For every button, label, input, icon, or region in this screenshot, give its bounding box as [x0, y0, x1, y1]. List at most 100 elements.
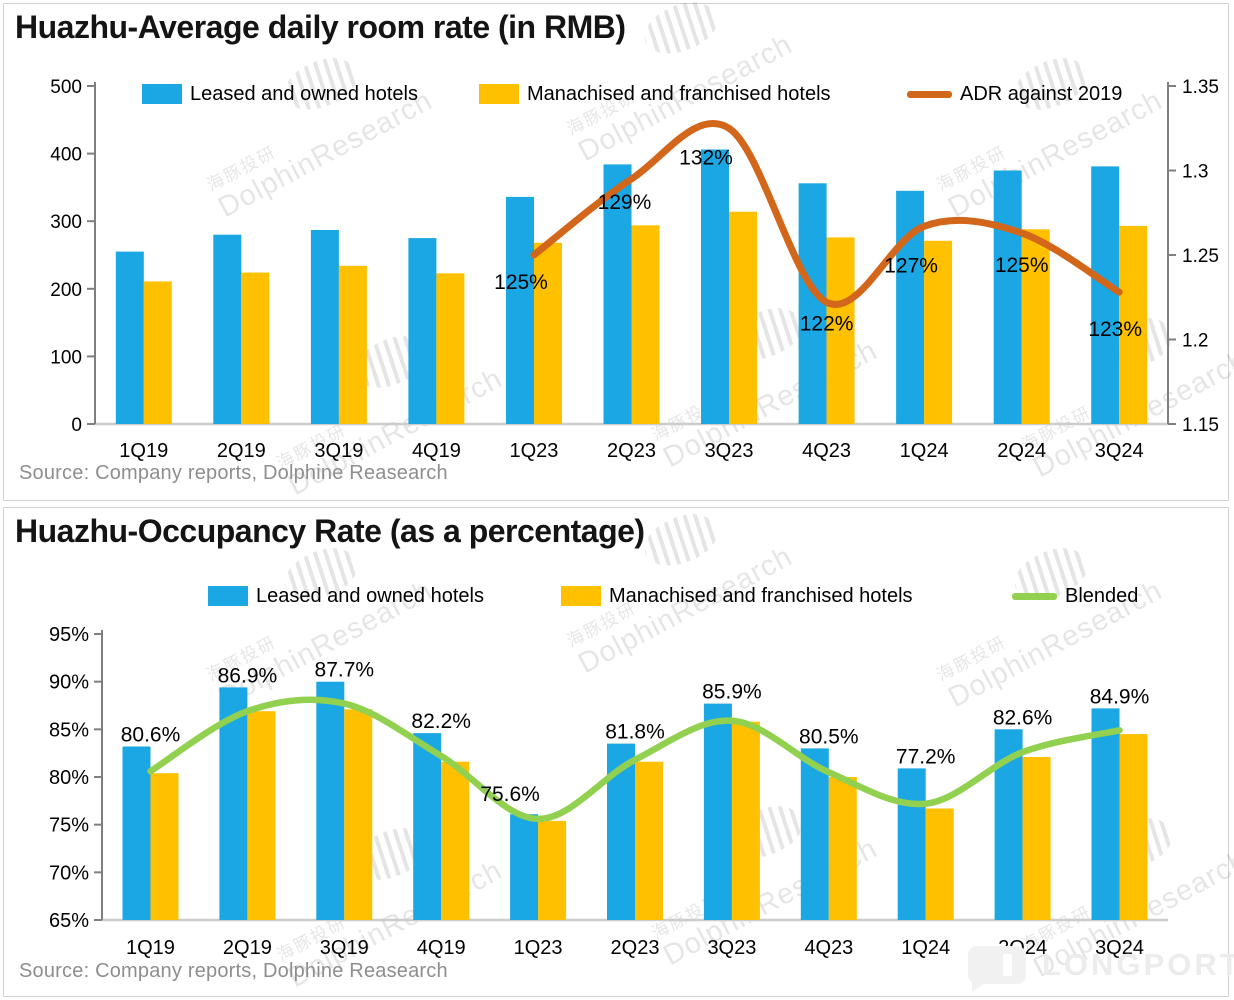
legend-item-bar-1: Manachised and franchised hotels [479, 82, 831, 106]
legend-item-line-2: ADR against 2019 [907, 82, 1122, 106]
left-axis-tick-label: 80% [49, 767, 89, 789]
category-label: 1Q23 [514, 937, 563, 959]
occupancy-chart: 65% 70% 75% 80% 85% 90% 95% 1Q19 2Q19 3Q19 4Q19 1Q2… [49, 624, 1168, 959]
data-label: 85.9% [702, 681, 762, 704]
bar [241, 272, 270, 424]
bar [1091, 166, 1120, 424]
bar [143, 281, 172, 424]
right-axis-tick-label: 1.25 [1182, 246, 1219, 267]
data-label: 125% [995, 254, 1049, 277]
data-label: 86.9% [218, 664, 278, 687]
adr-source-text: Source: Company reports, Dolphine Reasea… [19, 462, 448, 484]
left-axis-tick-label: 100 [50, 347, 82, 368]
category-label: 3Q24 [1095, 937, 1144, 959]
data-label: 127% [884, 254, 938, 277]
bar [534, 242, 562, 424]
longport-logo-text: LONGPORT [1042, 947, 1234, 982]
legend-line-swatch [907, 90, 952, 98]
bar [603, 164, 632, 424]
right-axis-tick-label: 1.3 [1182, 162, 1208, 183]
category-label: 1Q19 [126, 937, 175, 959]
legend-label: Manachised and franchised hotels [609, 584, 913, 607]
category-label: 4Q23 [804, 937, 853, 959]
data-label: 81.8% [605, 721, 665, 744]
data-label: 80.5% [799, 725, 859, 748]
category-label: 4Q19 [417, 937, 466, 959]
data-label: 87.7% [315, 659, 375, 682]
occupancy-chart-title: Huazhu-Occupancy Rate (as a percentage) [15, 513, 645, 549]
bar [247, 711, 276, 920]
bar-series-manachised [143, 211, 1148, 424]
bar [703, 703, 732, 920]
adr-chart-title: Huazhu-Average daily room rate (in RMB) [15, 9, 626, 45]
category-label: 2Q23 [607, 440, 656, 462]
bar [441, 761, 470, 920]
bar [924, 240, 953, 424]
left-axis-tick-label: 75% [49, 815, 89, 837]
data-label: 77.2% [896, 745, 956, 768]
data-label: 125% [494, 271, 548, 294]
bar [826, 237, 855, 424]
left-axis-tick-label: 200 [50, 280, 82, 301]
legend-label: Manachised and franchised hotels [527, 82, 831, 105]
legend-color-swatch [142, 84, 182, 104]
bar [538, 820, 567, 920]
bar [828, 777, 857, 920]
bar [1119, 225, 1148, 424]
legend-item-bar-1: Manachised and franchised hotels [561, 584, 913, 608]
adr-chart: 0 100 200 300 400 500 1.15 1.2 1.25 1.3 1.35 1Q19 2Q… [50, 77, 1219, 462]
bar [897, 768, 926, 920]
bar [344, 709, 373, 920]
legend-item-bar-0: Leased and owned hotels [208, 584, 484, 608]
left-axis-tick-label: 65% [49, 910, 89, 932]
legend-label: Leased and owned hotels [256, 584, 484, 607]
bar [800, 748, 829, 920]
legend-label: Leased and owned hotels [190, 82, 418, 105]
data-label: 123% [1088, 318, 1142, 341]
left-axis-tick-label: 70% [49, 862, 89, 884]
category-label: 2Q23 [611, 937, 660, 959]
legend-item-line-2: Blended [1012, 584, 1138, 608]
category-label: 2Q19 [217, 440, 266, 462]
bar [729, 211, 757, 424]
bar [1119, 734, 1148, 920]
legend-line-swatch [1012, 592, 1057, 600]
right-axis-tick-label: 1.2 [1182, 331, 1208, 352]
bar [408, 238, 437, 424]
legend-color-swatch [479, 84, 519, 104]
bar [631, 225, 660, 424]
bar [316, 681, 345, 920]
bar [798, 183, 827, 424]
bar [413, 733, 442, 920]
bar [122, 746, 151, 920]
category-label: 3Q23 [707, 937, 756, 959]
bar [510, 814, 539, 920]
bar [701, 149, 729, 424]
left-axis-tick-label: 400 [50, 145, 82, 166]
category-label: 3Q19 [314, 440, 363, 462]
trend-line [147, 696, 1123, 823]
longport-brand: LONGPORT [968, 946, 1234, 992]
bar [338, 265, 367, 424]
bar-series-leased [115, 149, 1120, 424]
data-label: 122% [800, 312, 854, 335]
bar [115, 251, 144, 424]
bar [150, 773, 179, 920]
panel-occupancy-chart: Huazhu-Occupancy Rate (as a percentage) … [3, 502, 1234, 997]
bar [1091, 708, 1120, 920]
bar [310, 230, 339, 424]
category-label: 1Q19 [119, 440, 168, 462]
bar [635, 761, 663, 920]
data-label: 75.6% [480, 783, 540, 806]
data-label: 132% [679, 146, 733, 169]
left-axis-tick-label: 90% [49, 672, 89, 694]
bar [731, 721, 760, 920]
category-label: 3Q19 [320, 937, 369, 959]
bar-series-manachised [150, 709, 1148, 920]
category-label: 2Q19 [223, 937, 272, 959]
longport-logo-icon [968, 946, 1026, 992]
category-label: 1Q24 [900, 440, 949, 462]
category-label: 4Q23 [802, 440, 851, 462]
bar [213, 234, 242, 424]
legend-label: Blended [1065, 584, 1139, 607]
